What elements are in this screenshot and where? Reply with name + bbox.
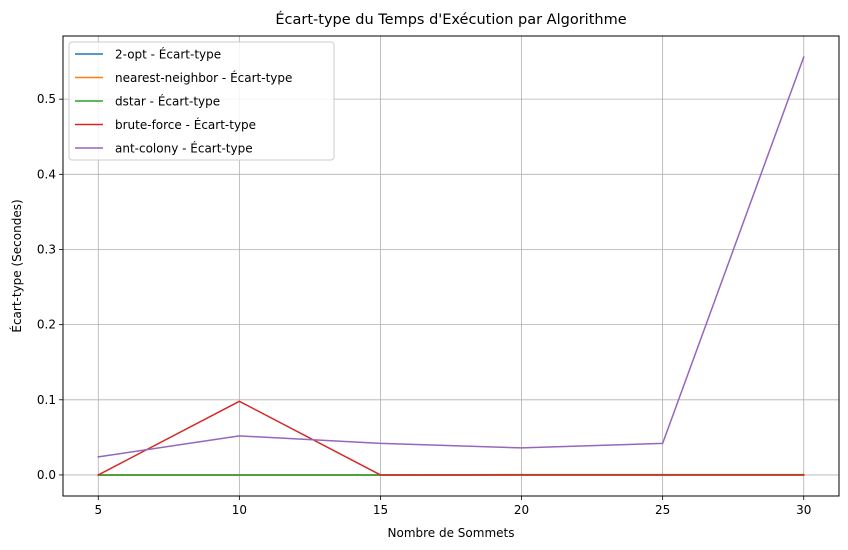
series-line-3: [97, 400, 805, 476]
y-tick-label: 0.3: [37, 242, 56, 256]
y-axis-ticks: 0.0 0.1 0.2 0.3 0.4 0.5: [37, 92, 63, 482]
y-axis-label: Écart-type (Secondes): [9, 199, 24, 332]
y-tick-label: 0.4: [37, 167, 56, 181]
legend-label: nearest-neighbor - Écart-type: [115, 70, 292, 85]
legend-label: brute-force - Écart-type: [115, 117, 256, 132]
y-tick-label: 0.0: [37, 468, 56, 482]
x-tick-label: 30: [796, 503, 811, 517]
legend: 2-opt - Écart-type nearest-neighbor - Éca…: [68, 41, 335, 161]
legend-label: ant-colony - Écart-type: [115, 141, 253, 156]
x-tick-label: 10: [232, 503, 247, 517]
x-tick-label: 20: [514, 503, 529, 517]
y-tick-label: 0.5: [37, 92, 56, 106]
x-tick-label: 5: [94, 503, 102, 517]
legend-label: 2-opt - Écart-type: [115, 47, 221, 62]
chart-title: Écart-type du Temps d'Exécution par Algo…: [275, 11, 626, 28]
x-axis-ticks: 5 10 15 20 25 30: [94, 496, 811, 517]
x-tick-label: 25: [655, 503, 670, 517]
legend-box: [68, 41, 335, 161]
plot-frame: [62, 35, 840, 497]
series-line-4: [97, 56, 805, 458]
y-tick-label: 0.2: [37, 318, 56, 332]
legend-label: dstar - Écart-type: [115, 94, 220, 109]
x-axis-label: Nombre de Sommets: [388, 526, 515, 540]
x-tick-label: 15: [373, 503, 388, 517]
series-lines: [97, 56, 805, 476]
y-tick-label: 0.1: [37, 393, 56, 407]
